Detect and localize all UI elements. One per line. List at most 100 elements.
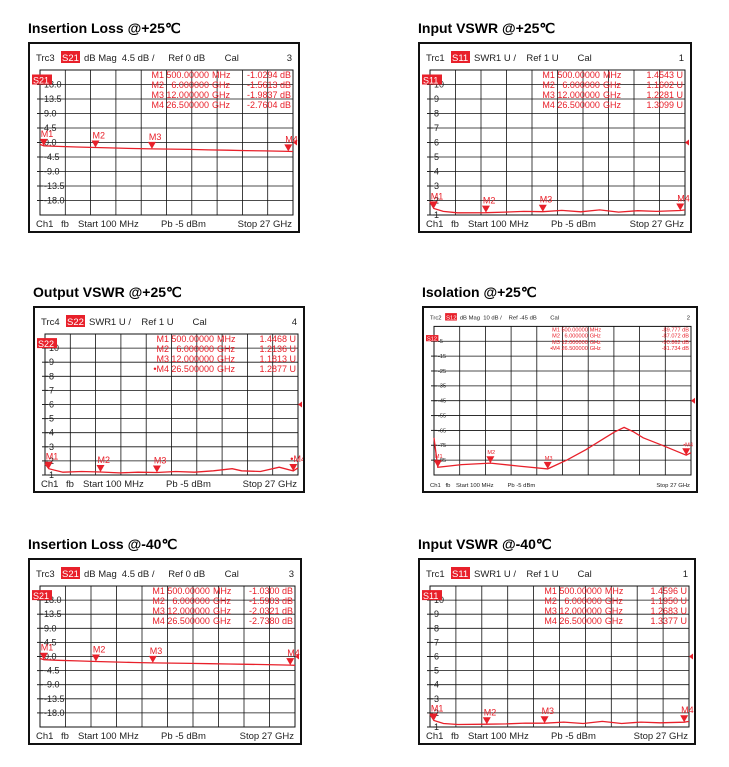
marker-table-label: M3 xyxy=(552,340,560,346)
y-tick-label: 6 xyxy=(49,400,54,410)
y-tick-label: 7 xyxy=(434,123,439,133)
marker-table-label: M2 xyxy=(151,80,164,90)
chart-svg: Trc3 S21 dB Mag 4.5 dB / Ref 0 dB Cal 3 18.0 13.… xyxy=(32,51,298,230)
scale-label: 4.5 dB / xyxy=(122,569,155,580)
chart-panel-input-vswr-m40c: Input VSWR @-40℃ Trc1 S11 SWR 1 U / Ref 1 U C… xyxy=(418,536,696,748)
footer-power: Pb -5 dBm xyxy=(551,731,596,742)
marker-label: M4 xyxy=(681,705,694,715)
ref-level-label: Ref 0 dB xyxy=(168,569,205,580)
marker-table-unit: GHz xyxy=(605,596,624,606)
param-badge-bg xyxy=(61,51,80,63)
footer-start: Start 100 MHz xyxy=(83,479,144,490)
format-label: dB Mag xyxy=(84,569,117,580)
y-tick-label: 2 xyxy=(434,196,439,206)
marker-table-value: -81.734 dB xyxy=(662,346,690,352)
marker-table-unit: GHz xyxy=(217,354,236,364)
format-label: SWR xyxy=(89,317,111,328)
marker-label: M3 xyxy=(150,646,163,656)
marker-label: M1 xyxy=(41,643,54,653)
marker-table-freq: 26.500000 xyxy=(166,100,209,110)
footer-start: Start 100 MHz xyxy=(456,483,494,489)
ref-badge-label: S21 xyxy=(33,76,49,86)
trace-label: Trc1 xyxy=(426,569,445,580)
marker-table-freq: 500.00000 xyxy=(557,70,600,80)
y-tick-label: -75 xyxy=(438,443,446,449)
chart-svg: Trc3 S21 dB Mag 4.5 dB / Ref 0 dB Cal 3 18.0 13.… xyxy=(32,567,300,742)
y-tick-label: 4.5 xyxy=(44,123,57,133)
marker-label: M2 xyxy=(483,196,496,206)
format-label: dB Mag xyxy=(84,53,117,64)
y-tick-label: 7 xyxy=(49,385,54,395)
marker-triangle xyxy=(433,460,442,468)
y-tick-label: -18.0 xyxy=(44,196,65,206)
ref-badge-bg xyxy=(422,74,442,85)
marker-table-freq: 6.000000 xyxy=(171,80,209,90)
trace-label: Trc1 xyxy=(426,53,445,64)
trace-line xyxy=(433,426,692,470)
marker-triangle xyxy=(152,465,161,473)
marker-label: M3 xyxy=(540,195,553,205)
param-badge-bg xyxy=(451,51,470,63)
format-label: dB Mag xyxy=(460,315,480,321)
marker-table-label: M3 xyxy=(152,606,165,616)
marker-table-unit: GHz xyxy=(217,364,236,374)
marker-table-unit: GHz xyxy=(212,100,231,110)
ref-badge-bg xyxy=(37,338,57,349)
footer-fb: fb xyxy=(61,731,69,742)
cal-label: Cal xyxy=(578,53,592,64)
marker-table-freq: 500.00000 xyxy=(561,327,587,333)
reference-arrow xyxy=(298,401,302,408)
ref-badge-label: S11 xyxy=(423,76,438,86)
marker-table-unit: MHz xyxy=(213,586,232,596)
marker-table-value: 1.3099 U xyxy=(646,100,683,110)
marker-table-freq: 12.000000 xyxy=(166,90,209,100)
footer-fb: fb xyxy=(61,219,69,230)
y-tick-label: -65 xyxy=(438,428,446,434)
marker-table-value: 1.1813 U xyxy=(259,354,296,364)
marker-table-value: 1.4596 U xyxy=(650,586,687,596)
marker-triangle xyxy=(91,654,100,662)
param-badge-bg xyxy=(451,567,470,579)
marker-table-freq: 500.00000 xyxy=(167,586,210,596)
ref-level-label: Ref 1 U xyxy=(526,53,558,64)
y-tick-label: -85 xyxy=(438,458,446,464)
marker-table-unit: GHz xyxy=(605,616,624,626)
marker-label: M4 xyxy=(287,648,300,658)
y-tick-label: 9 xyxy=(434,609,439,619)
marker-triangle xyxy=(96,464,105,472)
marker-table-unit: GHz xyxy=(213,596,232,606)
scale-label: 1 U / xyxy=(111,317,131,328)
marker-label: M1 xyxy=(431,704,444,714)
trace-label: Trc2 xyxy=(430,315,442,321)
y-tick-label: -9.0 xyxy=(44,680,60,690)
footer-stop: Stop 27 GHz xyxy=(630,219,685,230)
y-tick-label: 8 xyxy=(434,109,439,119)
y-tick-label: 2 xyxy=(49,456,54,466)
chart-panel-insertion-loss-m40c: Insertion Loss @-40℃ Trc3 S21 dB Mag 4.5 dB… xyxy=(28,536,302,748)
marker-triangle xyxy=(676,203,685,211)
param-badge-bg xyxy=(61,567,80,579)
marker-label: M3 xyxy=(149,132,162,142)
marker-table-unit: MHz xyxy=(603,70,622,80)
marker-label: M4 xyxy=(285,134,298,144)
marker-table-freq: 6.000000 xyxy=(172,596,210,606)
marker-triangle xyxy=(39,138,48,146)
marker-table-freq: 26.500000 xyxy=(171,364,214,374)
y-tick-label: 9.0 xyxy=(44,109,57,119)
y-tick-label: 9 xyxy=(49,357,54,367)
param-badge-bg xyxy=(66,315,85,327)
marker-table-label: M4 xyxy=(542,100,555,110)
chart-title: Input VSWR @-40℃ xyxy=(418,536,552,552)
marker-label: M3 xyxy=(545,456,553,462)
marker-label: M2 xyxy=(97,455,110,465)
marker-table-value: -2.7604 dB xyxy=(247,100,291,110)
marker-table-label: M2 xyxy=(152,596,165,606)
ref-badge-bg xyxy=(32,74,52,85)
reference-arrow xyxy=(691,397,695,404)
marker-triangle xyxy=(289,463,298,471)
marker-label: M1 xyxy=(41,129,54,139)
marker-table-unit: GHz xyxy=(213,606,232,616)
chart-title: Isolation @+25℃ xyxy=(422,284,537,300)
scale-label: 10 dB / xyxy=(483,315,502,321)
